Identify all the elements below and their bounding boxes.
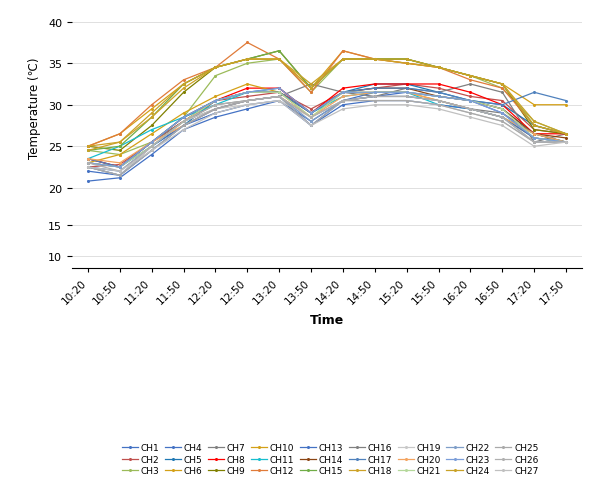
- Y-axis label: Temperature (℃): Temperature (℃): [28, 57, 41, 158]
- Legend: CH1, CH2, CH3, CH4, CH5, CH6, CH7, CH8, CH9, CH10, CH11, CH12, CH13, CH14, CH15,: CH1, CH2, CH3, CH4, CH5, CH6, CH7, CH8, …: [122, 443, 538, 476]
- X-axis label: Time: Time: [310, 313, 344, 326]
